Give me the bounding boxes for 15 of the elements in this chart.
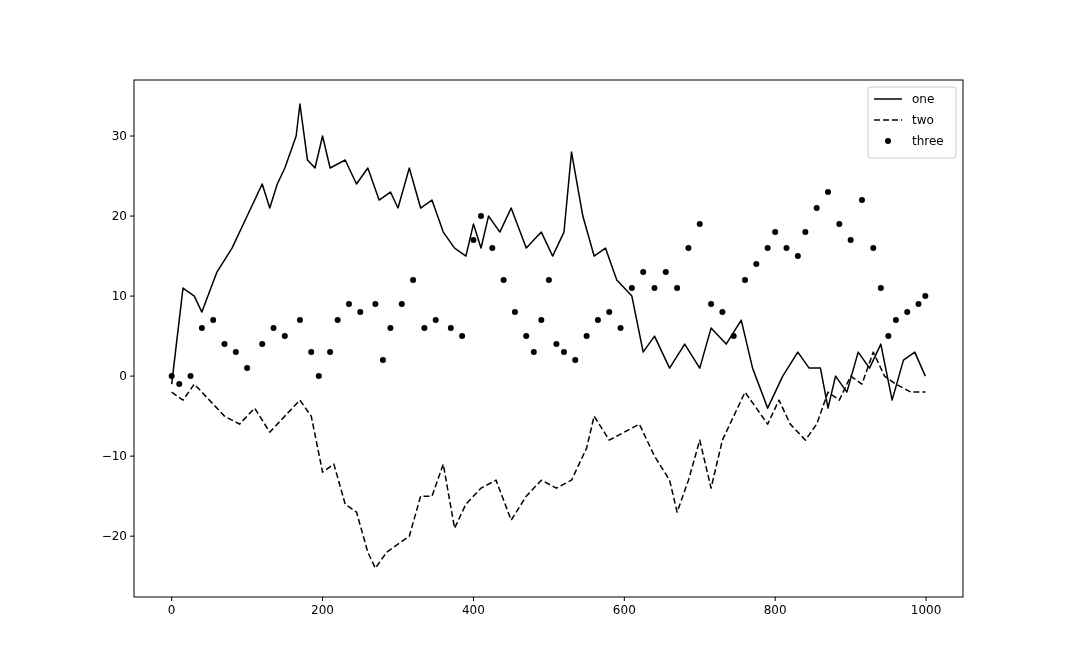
legend-label: two — [912, 113, 934, 127]
legend-label: one — [912, 92, 935, 106]
x-tick-label: 0 — [167, 603, 176, 617]
x-tick-label: 1000 — [910, 603, 942, 617]
y-tick-label: 20 — [111, 209, 127, 224]
y-tick-label: 0 — [119, 369, 127, 384]
y-tick-label: −10 — [101, 449, 127, 464]
x-tick-label: 200 — [311, 603, 335, 617]
x-tick-label: 800 — [763, 603, 787, 617]
legend-label: three — [912, 134, 944, 148]
y-tick-label: 10 — [111, 289, 127, 304]
x-tick-label: 400 — [461, 603, 485, 617]
y-tick-label: −20 — [101, 529, 127, 544]
x-tick-label: 600 — [612, 603, 636, 617]
y-tick-label: 30 — [111, 129, 127, 144]
